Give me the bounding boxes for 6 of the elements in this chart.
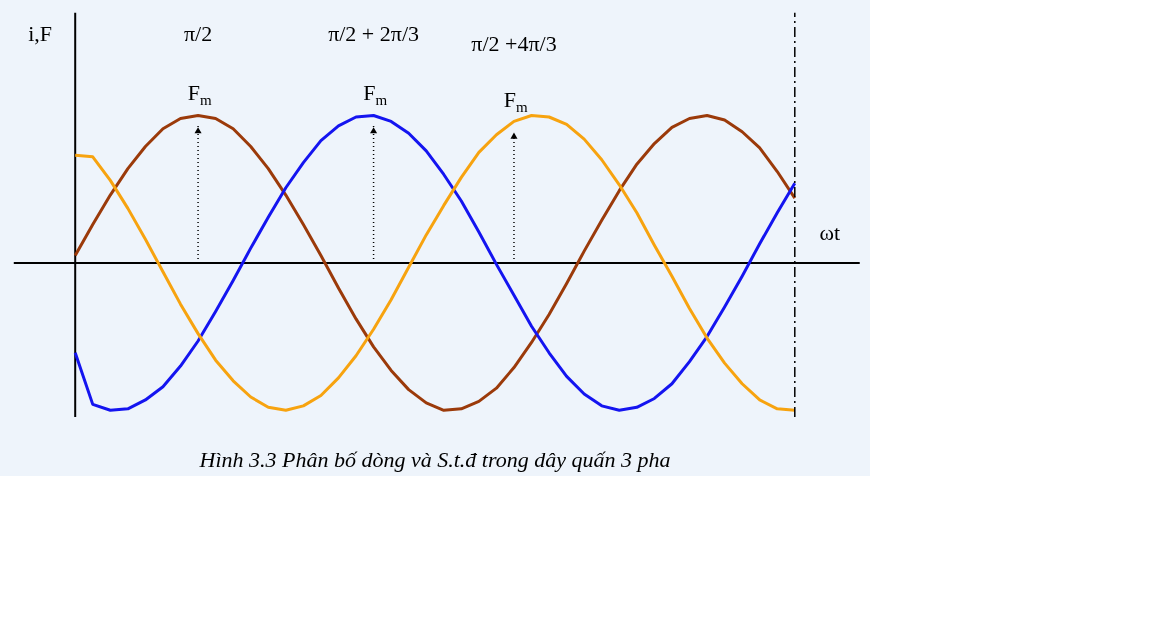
text: π/2 +4π/3: [471, 30, 557, 56]
text: Hình 3.3 Phân bố dòng và S.t.đ trong dây quấn 3 pha: [198, 447, 671, 472]
x-axis-title: ωt: [819, 220, 841, 246]
text: π/2: [183, 21, 213, 47]
text: π/2 + 2π/3: [328, 21, 419, 47]
y-axis-title: i,F: [28, 21, 53, 47]
